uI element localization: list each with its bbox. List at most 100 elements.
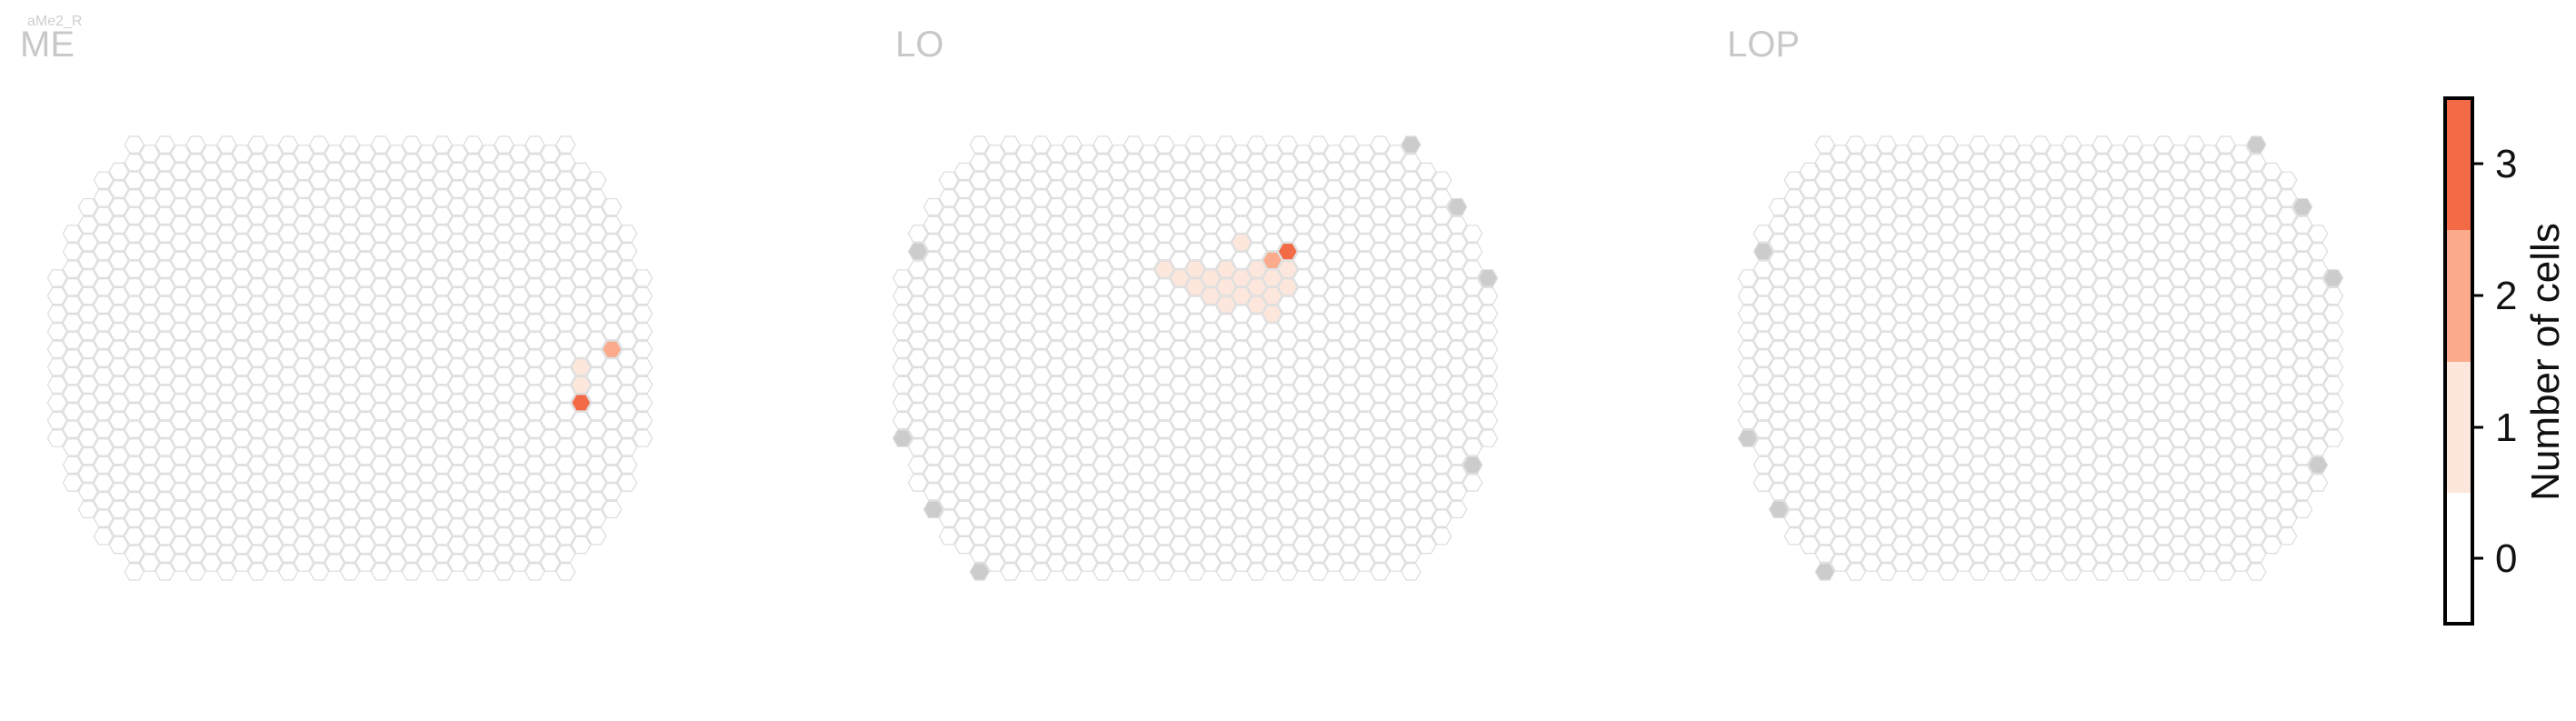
hex-cell (2001, 315, 2020, 331)
hex-cell (2016, 287, 2035, 304)
hex-cell (2092, 404, 2112, 420)
hex-cell (1985, 252, 2004, 268)
hex-cell (2216, 564, 2235, 580)
hex-cell (2031, 225, 2050, 242)
hex-cell (402, 386, 421, 402)
hex-cell (2062, 190, 2081, 206)
hex-cell (1738, 324, 1757, 340)
hex-cell (2170, 199, 2189, 215)
hex-cell (2001, 546, 2020, 562)
hex-cell (587, 207, 606, 224)
hex-cell (1016, 359, 1035, 376)
hex-cell (2062, 564, 2081, 580)
hex-cell (2139, 484, 2158, 500)
hex-cell (279, 172, 298, 188)
hex-cell (2108, 519, 2127, 536)
hex-cell (2123, 350, 2142, 366)
hex-cell (494, 190, 514, 206)
hex-cell (1047, 501, 1066, 517)
hex-cell (2001, 564, 2020, 580)
hex-cell (1970, 528, 1989, 545)
panel-title-lop: LOP (1727, 25, 1800, 65)
hex-cell (1402, 261, 1421, 277)
hex-cell (2247, 492, 2266, 508)
hex-cell (233, 430, 252, 446)
hex-cell (2031, 564, 2050, 580)
hex-cell (125, 528, 144, 545)
hex-cell (1892, 466, 1912, 482)
hex-cell (1970, 155, 1989, 171)
hex-cell (233, 484, 252, 500)
hex-cell (1908, 456, 1927, 473)
hex-cell (587, 528, 606, 545)
hex-cell (217, 136, 236, 153)
hex-cell (1001, 172, 1020, 188)
hex-cell (417, 199, 436, 215)
hex-cell (1831, 341, 1850, 357)
hex-cell (295, 341, 314, 357)
hex-cell (78, 270, 97, 286)
hex-cell (1032, 564, 1051, 580)
hex-cell (479, 252, 498, 268)
hex-cell (1185, 492, 1204, 508)
hex-cell (63, 367, 82, 384)
hex-cell (310, 510, 329, 526)
hex-cell (2031, 207, 2050, 224)
hex-cell (2077, 341, 2096, 357)
hex-cell (1016, 216, 1035, 233)
hex-cell (1877, 315, 1896, 331)
hex-cell (1093, 155, 1113, 171)
hex-cell (525, 367, 544, 384)
hex-cell (2139, 287, 2158, 304)
hex-cell (1340, 492, 1359, 508)
hex-cell (1877, 404, 1896, 420)
hex-cell (233, 287, 252, 304)
hex-cell (371, 439, 390, 456)
hex-cell (279, 315, 298, 331)
hex-cell (1155, 386, 1174, 402)
hex-cell (2232, 359, 2251, 376)
hex-cell (1892, 430, 1912, 446)
hex-cell (2016, 341, 2035, 357)
hex-cell (1985, 484, 2004, 500)
hex-cell (1247, 528, 1266, 545)
hex-cell (233, 501, 252, 517)
hex-cell (279, 475, 298, 491)
hex-cell (279, 439, 298, 456)
hex-cell (1355, 359, 1374, 376)
hex-cell-count-1 (1155, 261, 1174, 277)
hex-cell (371, 528, 390, 545)
hex-cell (1263, 484, 1282, 500)
hex-cell (2185, 492, 2204, 508)
hex-cell (2170, 252, 2189, 268)
hex-cell-count-1 (1185, 261, 1204, 277)
hex-cell (2092, 367, 2112, 384)
hex-cell (954, 216, 973, 233)
hex-cell (94, 492, 113, 508)
hex-cell (1232, 199, 1251, 215)
hex-cell (1815, 475, 1834, 491)
hex-cell (464, 350, 483, 366)
hex-cell (908, 332, 927, 348)
hex-cell (939, 510, 958, 526)
hex-cell (264, 519, 283, 536)
hex-cell (510, 181, 529, 197)
hex-cell (2201, 448, 2220, 465)
hex-cell (1463, 421, 1483, 437)
hex-cell (1877, 475, 1896, 491)
hex-cell (1232, 501, 1251, 517)
hex-cell (109, 235, 128, 251)
hex-cell (1985, 519, 2004, 536)
hex-cell (1124, 404, 1143, 420)
hex-cell (109, 484, 128, 500)
hex-cell (433, 279, 452, 295)
hex-cell (1769, 199, 1788, 215)
hex-cell (1355, 324, 1374, 340)
hex-cell (1355, 252, 1374, 268)
hex-cell (908, 367, 927, 384)
hex-cell (1109, 270, 1128, 286)
hex-cell (279, 225, 298, 242)
hex-cell (1047, 199, 1066, 215)
hex-cell (939, 386, 958, 402)
hex-cell (1293, 216, 1313, 233)
